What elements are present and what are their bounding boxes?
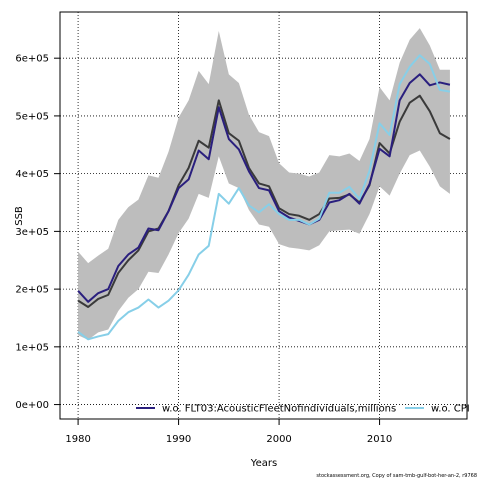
x-tick-label: 2010 [367, 434, 392, 445]
y-tick-label: 1e+05 [15, 342, 49, 353]
y-tick-label: 6e+05 [15, 54, 49, 65]
base-run-line [77, 94, 451, 308]
plot-frame [59, 11, 468, 420]
legend: w.o. FLT03:AcousticFleetNofindividuals,m… [136, 404, 470, 415]
y-axis-label: SSB [14, 206, 25, 226]
series-line-1 [77, 73, 451, 303]
legend-label-2: w.o. CPI [431, 404, 470, 415]
x-tick-label: 1980 [65, 434, 90, 445]
x-axis: 1980 1990 2000 2010 [65, 419, 392, 445]
x-tick-label: 2000 [266, 434, 291, 445]
y-axis: 0e+00 1e+05 2e+05 3e+05 4e+05 5e+05 6e+05 [15, 54, 60, 411]
series-line-2 [77, 54, 451, 341]
y-tick-label: 5e+05 [15, 111, 49, 122]
y-tick-label: 3e+05 [15, 227, 49, 238]
y-tick-label: 0e+00 [15, 400, 49, 411]
y-tick-label: 2e+05 [15, 285, 49, 296]
y-tick-label: 4e+05 [15, 169, 49, 180]
series-lines [77, 54, 451, 341]
footer-credit: stockassessment.org, Copy of sam-tmb-gul… [316, 473, 477, 479]
legend-label-1: w.o. FLT03:AcousticFleetNofindividuals,m… [162, 404, 396, 415]
x-tick-label: 1990 [166, 434, 191, 445]
x-axis-label: Years [250, 458, 277, 469]
